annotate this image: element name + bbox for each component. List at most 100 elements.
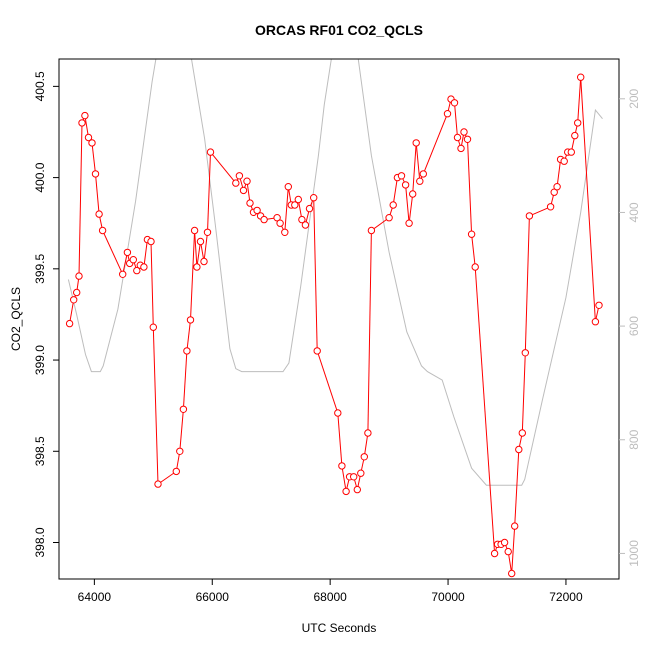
co2-line-segment <box>511 526 516 574</box>
co2-line-segment <box>194 230 198 268</box>
x-tick-label: 68000 <box>313 590 347 604</box>
plot-frame <box>58 58 620 580</box>
co2-data-point <box>508 569 516 578</box>
co2-data-point <box>176 447 184 455</box>
co2-data-point <box>81 111 89 120</box>
x-tick-label: 70000 <box>431 590 465 604</box>
co2-data-point <box>500 538 509 547</box>
x-tick-label: 72000 <box>549 590 583 604</box>
co2-data-point <box>490 549 499 558</box>
co2-data-point <box>149 323 158 331</box>
x-axis-title: UTC Seconds <box>302 621 377 635</box>
co2-data-point <box>298 215 306 224</box>
y-tick-label: 399.5 <box>33 253 47 283</box>
co2-line-segment <box>341 465 347 492</box>
co2-data-point <box>273 214 281 222</box>
co2-data-point <box>91 170 100 178</box>
co2-data-point <box>525 212 534 220</box>
co2-line-segment <box>102 230 124 275</box>
co2-data-point <box>550 188 558 196</box>
co2-data-point <box>235 172 244 180</box>
y2-tick-label: 1000 <box>627 540 641 567</box>
co2-data-point <box>419 170 427 178</box>
co2-data-point <box>154 480 162 488</box>
x-tick-label: 64000 <box>78 590 112 604</box>
co2-data-point <box>397 172 406 180</box>
co2-data-point <box>190 226 199 235</box>
co2-data-point <box>98 226 107 235</box>
co2-data-point <box>350 473 358 481</box>
co2-data-point <box>546 203 555 211</box>
co2-data-point <box>571 131 579 140</box>
co2-line-segment <box>207 152 211 233</box>
y-tick-label: 399.0 <box>33 345 47 375</box>
co2-line-segment <box>210 151 237 184</box>
co2-data-point <box>450 99 459 107</box>
co2-data-point <box>203 228 212 237</box>
altitude-series-layer <box>67 59 603 486</box>
co2-line-segment <box>316 350 339 414</box>
co2-line-segment <box>363 432 369 457</box>
co2-line-segment <box>415 142 421 182</box>
co2-line-segment <box>152 327 159 485</box>
y2-tick-label: 800 <box>627 429 641 449</box>
y-axis-title: CO2_QCLS <box>9 287 23 351</box>
co2-line-segment <box>313 197 318 351</box>
y-tick-label: 400.5 <box>33 71 47 101</box>
co2-data-point <box>196 237 205 246</box>
co2-line-segment <box>454 102 458 138</box>
co2-data-point <box>78 119 86 127</box>
co2-line-segment <box>78 122 83 277</box>
co2-data-point <box>405 219 413 227</box>
co2-line-segment <box>471 234 476 268</box>
co2-data-point <box>281 228 289 237</box>
co2-data-point <box>457 144 465 153</box>
co2-data-point <box>567 148 575 156</box>
co2-data-point <box>193 263 201 271</box>
co2-data-point <box>75 272 83 280</box>
co2-data-point <box>357 469 365 477</box>
co2-line-segment <box>143 239 148 268</box>
co2-data-point <box>294 195 302 204</box>
co2-line-segment <box>422 113 448 175</box>
co2-data-point <box>460 128 468 136</box>
co2-line-segment <box>392 177 398 206</box>
co2-data-point <box>364 429 372 437</box>
y2-tick-label: 600 <box>627 316 641 336</box>
co2-data-point <box>591 318 600 326</box>
co2-data-point <box>246 199 254 207</box>
co2-data-point <box>276 219 284 227</box>
co2-data-point <box>284 183 292 191</box>
co2-data-point <box>253 206 261 215</box>
co2-line-segment <box>190 230 196 320</box>
co2-data-point <box>521 349 529 357</box>
co2-data-point <box>467 230 476 238</box>
co2-line-segment <box>122 252 128 275</box>
co2-data-point <box>140 263 148 271</box>
co2-data-point <box>133 266 141 275</box>
co2-data-point <box>443 110 452 118</box>
co2-line-segment <box>521 352 526 434</box>
co2-line-segment <box>182 350 188 410</box>
co2-data-point <box>595 301 603 309</box>
co2-data-point <box>334 409 342 417</box>
co2-data-point <box>515 445 523 454</box>
co2-line-segment <box>179 409 184 452</box>
co2-line-segment <box>203 232 208 262</box>
co2-data-point <box>401 181 410 189</box>
co2-data-point <box>232 179 240 187</box>
co2-data-point <box>183 347 191 355</box>
co2-data-point <box>243 177 251 185</box>
co2-line-segment <box>284 186 289 233</box>
co2-data-point <box>577 73 585 81</box>
co2-line-segment <box>337 412 343 466</box>
chart-title: ORCAS RF01 CO2_QCLS <box>255 22 423 38</box>
co2-line-segment <box>367 230 372 434</box>
co2-line-segment <box>91 142 96 174</box>
co2-data-point <box>353 485 361 494</box>
co2-data-point <box>206 148 215 156</box>
co2-data-point <box>301 221 310 229</box>
co2-data-point <box>291 201 299 209</box>
co2-line-segment <box>150 241 154 328</box>
co2-line-segment <box>474 266 496 554</box>
